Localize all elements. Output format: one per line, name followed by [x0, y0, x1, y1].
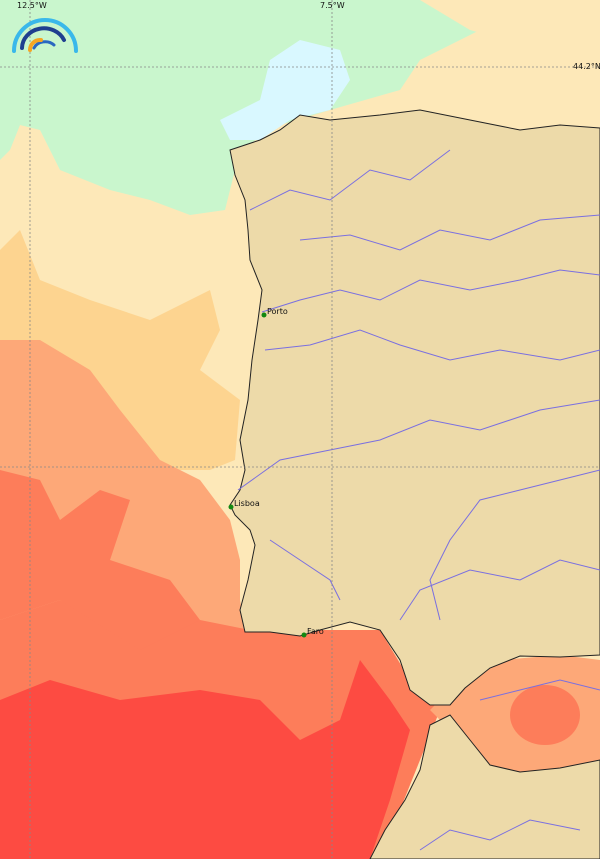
rivers	[237, 149, 600, 851]
sea-layer-peach	[420, 0, 600, 60]
land-iberia	[229, 109, 600, 706]
sea-layer-red	[0, 660, 410, 859]
rainbow-arcs-logo	[12, 18, 78, 53]
sea-layer-coral	[0, 470, 200, 660]
lon-label-east: 7.5°W	[320, 1, 345, 10]
lon-label-west: 12.5°W	[17, 1, 47, 10]
sea-layer-green	[0, 60, 30, 160]
city-label-porto: Porto	[267, 307, 288, 316]
sea-layer-cyan	[220, 40, 350, 140]
city-marker-porto	[261, 312, 267, 318]
city-marker-faro	[301, 632, 307, 638]
city-marker-lisboa	[228, 504, 234, 510]
lat-label: 44.2°N	[573, 62, 600, 71]
city-label-faro: Faro	[307, 627, 324, 636]
sea-layer-coral	[510, 685, 580, 745]
city-label-lisboa: Lisboa	[234, 499, 260, 508]
